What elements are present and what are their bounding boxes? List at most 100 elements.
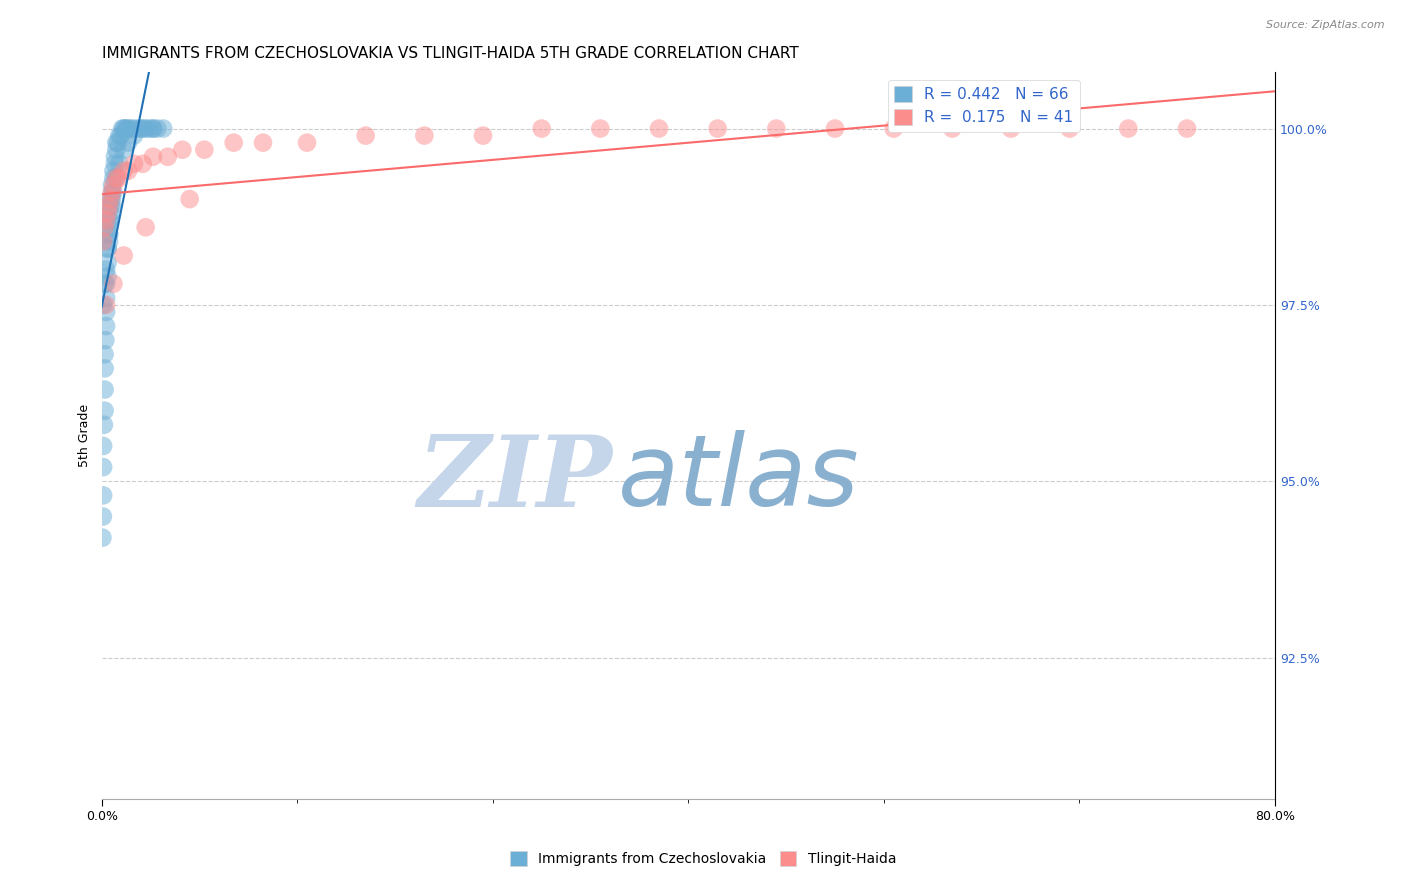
Point <box>146 121 169 136</box>
Point <box>122 128 145 143</box>
Point <box>132 121 155 136</box>
Point <box>94 333 117 347</box>
Point <box>94 298 117 312</box>
Point <box>530 121 553 136</box>
Point <box>1059 121 1081 136</box>
Point <box>91 531 114 545</box>
Point <box>93 417 115 432</box>
Point <box>105 143 128 157</box>
Point <box>142 150 165 164</box>
Point <box>472 128 495 143</box>
Legend: R = 0.442   N = 66, R =  0.175   N = 41: R = 0.442 N = 66, R = 0.175 N = 41 <box>887 79 1080 132</box>
Point <box>91 439 114 453</box>
Point <box>111 121 134 136</box>
Point <box>354 128 377 143</box>
Point <box>96 206 118 220</box>
Point <box>114 121 136 136</box>
Point <box>98 199 121 213</box>
Point <box>1175 121 1198 136</box>
Point <box>103 185 125 199</box>
Point <box>117 164 139 178</box>
Point <box>101 192 124 206</box>
Point <box>91 235 114 249</box>
Point <box>156 150 179 164</box>
Point <box>883 121 905 136</box>
Point <box>103 164 125 178</box>
Point <box>101 199 124 213</box>
Point <box>193 143 215 157</box>
Point <box>112 248 135 262</box>
Point <box>96 269 118 284</box>
Point <box>94 262 117 277</box>
Point <box>96 255 118 269</box>
Point <box>941 121 963 136</box>
Point <box>142 121 165 136</box>
Point <box>93 383 115 397</box>
Point <box>98 227 121 242</box>
Point <box>93 403 115 417</box>
Point <box>138 121 160 136</box>
Point <box>101 185 124 199</box>
Point <box>101 185 124 199</box>
Point <box>98 227 121 242</box>
Point <box>105 170 128 185</box>
Point <box>93 220 115 235</box>
Point <box>108 128 131 143</box>
Point <box>295 136 318 150</box>
Point <box>94 291 117 305</box>
Point <box>179 192 201 206</box>
Point <box>104 150 127 164</box>
Point <box>103 277 125 291</box>
Point <box>93 361 115 376</box>
Point <box>110 128 132 143</box>
Point <box>105 170 128 185</box>
Text: ZIP: ZIP <box>418 431 612 527</box>
Point <box>94 277 117 291</box>
Point <box>132 157 155 171</box>
Point <box>413 128 436 143</box>
Point <box>135 121 157 136</box>
Point <box>101 178 124 192</box>
Point <box>765 121 787 136</box>
Point <box>135 220 157 235</box>
Point <box>93 277 115 291</box>
Point <box>103 170 125 185</box>
Point <box>105 136 128 150</box>
Point <box>252 136 274 150</box>
Point <box>115 121 138 136</box>
Text: Source: ZipAtlas.com: Source: ZipAtlas.com <box>1267 20 1385 29</box>
Point <box>91 488 114 502</box>
Point <box>100 213 122 227</box>
Point <box>117 121 139 136</box>
Point <box>96 242 118 256</box>
Point <box>96 242 118 256</box>
Y-axis label: 5th Grade: 5th Grade <box>79 404 91 467</box>
Point <box>824 121 846 136</box>
Point <box>1000 121 1022 136</box>
Point <box>100 206 122 220</box>
Point <box>222 136 245 150</box>
Point <box>112 121 135 136</box>
Text: IMMIGRANTS FROM CZECHOSLOVAKIA VS TLINGIT-HAIDA 5TH GRADE CORRELATION CHART: IMMIGRANTS FROM CZECHOSLOVAKIA VS TLINGI… <box>101 46 799 62</box>
Point <box>1118 121 1140 136</box>
Point <box>94 319 117 334</box>
Point <box>152 121 174 136</box>
Point <box>589 121 612 136</box>
Point <box>127 121 149 136</box>
Point <box>98 213 121 227</box>
Legend: Immigrants from Czechoslovakia, Tlingit-Haida: Immigrants from Czechoslovakia, Tlingit-… <box>505 846 901 871</box>
Text: atlas: atlas <box>619 431 859 527</box>
Point <box>91 460 114 475</box>
Point <box>108 157 131 171</box>
Point <box>91 509 114 524</box>
Point <box>94 305 117 319</box>
Point <box>706 121 728 136</box>
Point <box>100 192 122 206</box>
Point <box>120 121 142 136</box>
Point <box>112 164 135 178</box>
Point <box>100 199 122 213</box>
Point <box>112 143 135 157</box>
Point <box>648 121 671 136</box>
Point <box>129 121 152 136</box>
Point <box>107 136 129 150</box>
